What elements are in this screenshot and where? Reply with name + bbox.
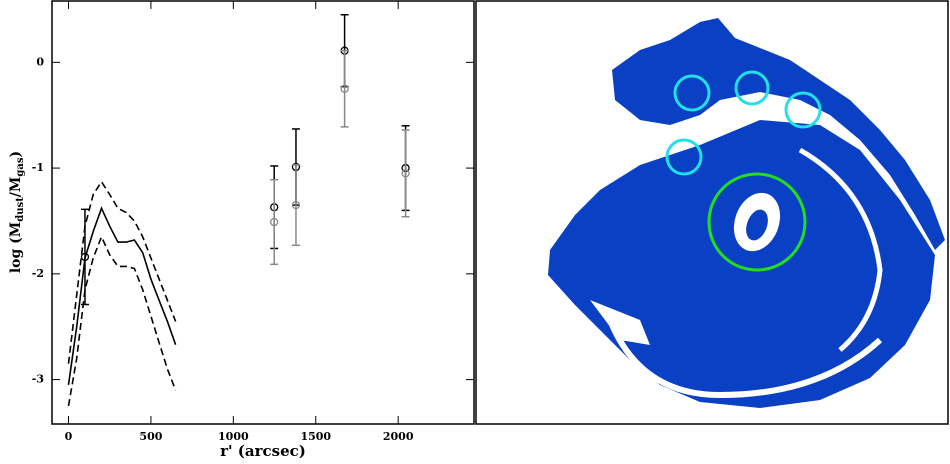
data-point: [401, 169, 410, 178]
y-label-part: log (M: [8, 222, 24, 273]
plot: r' (arcsec) log (Mdust/Mgas) 0 500 1000 150…: [8, 0, 475, 460]
galaxy-map: [475, 0, 949, 425]
y-tick-label: -1: [32, 161, 44, 174]
y-label-sub: gas: [15, 157, 26, 176]
aperture: [734, 70, 770, 106]
y-axis-label: log (Mdust/Mgas): [8, 151, 26, 273]
y-label-part: ): [8, 151, 24, 158]
aperture: [784, 91, 822, 129]
data-point: [270, 217, 279, 227]
aperture-main: [707, 172, 807, 272]
data-point: [291, 200, 301, 210]
plot-frame: [51, 0, 475, 425]
core: [746, 209, 768, 241]
gap: [607, 318, 883, 399]
x-tick-label: 500: [139, 430, 162, 443]
x-tick-label: 1500: [300, 430, 331, 443]
aperture: [665, 138, 703, 176]
x-axis-label: r' (arcsec): [220, 442, 306, 460]
gap: [798, 147, 883, 352]
y-tick-label: -2: [32, 267, 44, 280]
x-tick-label: 2000: [383, 430, 414, 443]
gap: [590, 300, 650, 345]
data-point: [80, 252, 90, 262]
y-tick-label: -3: [32, 373, 44, 386]
x-tick-label: 0: [65, 430, 73, 443]
y-label-sub: dust: [15, 197, 26, 222]
curve: [67, 234, 177, 407]
data-point: [340, 84, 349, 93]
x-tick-label: 1000: [218, 430, 249, 443]
aperture: [673, 74, 711, 112]
y-label-part: /M: [8, 177, 24, 198]
y-tick-label: 0: [36, 55, 44, 68]
curve: [67, 180, 177, 364]
